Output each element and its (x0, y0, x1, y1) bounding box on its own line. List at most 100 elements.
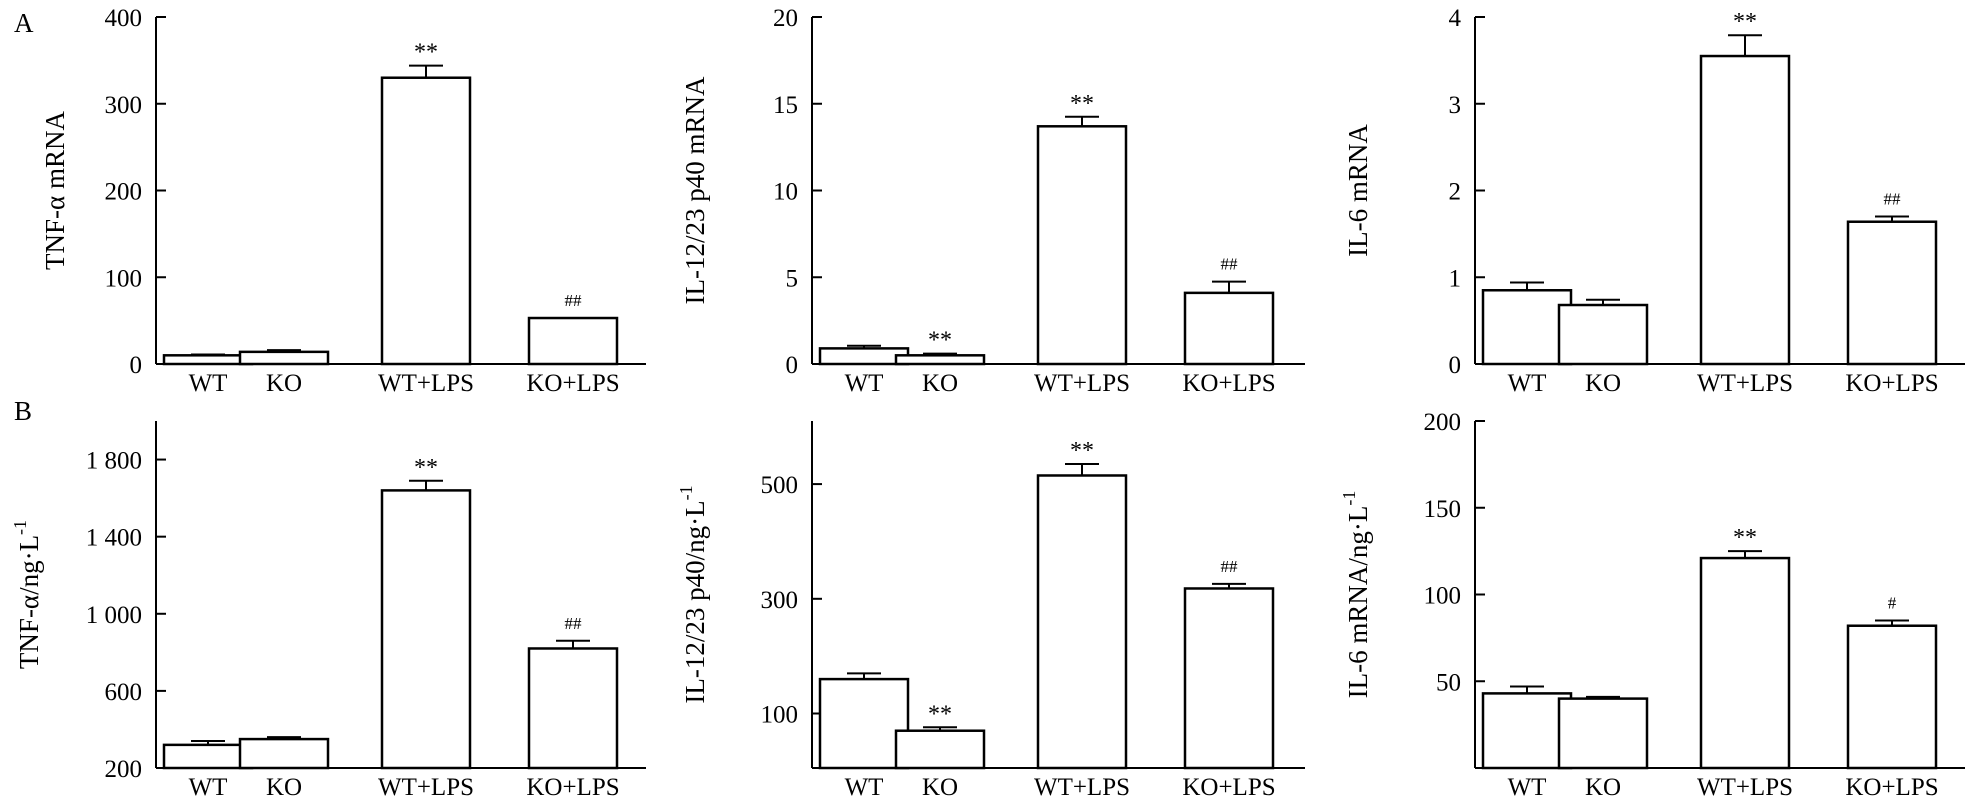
y-tick-label: 1 000 (86, 602, 142, 629)
significance-label: ** (414, 40, 438, 66)
chart-5: 100 300 500 IL-12/23 p40/ng·L-1 WT ** KO ** WT+L… (676, 421, 1305, 798)
bar-wt-lps (1036, 125, 1128, 366)
y-tick-label: 1 800 (86, 448, 142, 475)
significance-label: ** (928, 701, 952, 727)
x-tick-label: KO (922, 370, 958, 397)
y-tick-label: 3 (1449, 92, 1462, 119)
x-tick-label: WT+LPS (1697, 774, 1793, 798)
bar-ko (238, 737, 330, 770)
bar-wt (1481, 692, 1573, 770)
x-tick-label: WT+LPS (1034, 774, 1130, 798)
y-tick-label: 100 (1424, 583, 1462, 610)
y-tick-label: 500 (761, 472, 799, 499)
x-tick-label: KO (922, 774, 958, 798)
x-tick-label: KO (1585, 774, 1621, 798)
significance-label: ** (928, 328, 952, 354)
x-tick-label: WT (845, 774, 884, 798)
significance-label: ## (1884, 190, 1902, 209)
x-tick-label: WT+LPS (1034, 370, 1130, 397)
y-tick-label: 0 (130, 352, 143, 379)
y-tick-label: 200 (105, 756, 143, 783)
x-tick-label: KO (266, 370, 302, 397)
chart-6: 50 100 150 200 IL-6 mRNA/ng·L-1 WT KO ** WT+LPS #… (1339, 409, 1965, 798)
y-tick-label: 15 (773, 92, 798, 119)
y-tick-label: 100 (761, 702, 799, 729)
y-tick-label: 150 (1424, 496, 1462, 523)
y-tick-label: 0 (786, 352, 799, 379)
y-tick-label: 100 (105, 265, 143, 292)
x-tick-label: WT (189, 370, 228, 397)
y-axis-title: IL-12/23 p40/ng·L-1 (676, 485, 710, 703)
x-tick-label: KO (266, 774, 302, 798)
y-tick-label: 300 (761, 587, 799, 614)
bar-ko-lps (1183, 291, 1275, 366)
bar-ko (1557, 697, 1649, 770)
bar-ko-lps (527, 316, 619, 366)
significance-label: ** (1733, 9, 1757, 35)
bar-ko (1557, 303, 1649, 366)
bar-ko (894, 729, 986, 770)
bar-wt-lps (380, 76, 472, 366)
y-tick-label: 20 (773, 5, 798, 32)
significance-label: ** (1070, 438, 1094, 464)
y-tick-label: 4 (1449, 5, 1462, 32)
bar-wt-lps (1699, 556, 1791, 770)
chart-3: 0 1 2 3 4 IL-6 mRNA WT KO ** WT+LPS ## KO+LPS (1343, 5, 1965, 397)
significance-label: ** (1070, 91, 1094, 117)
bar-ko (238, 350, 330, 366)
bar-wt-lps (380, 489, 472, 770)
x-tick-label: KO+LPS (1845, 774, 1938, 798)
panel-label-b: B (14, 396, 32, 426)
bar-wt-lps (1036, 474, 1128, 770)
x-tick-label: KO+LPS (1182, 370, 1275, 397)
chart-2: 0 5 10 15 20 IL-12/23 p40 mRNA WT ** KO ** WT+LPS #… (680, 5, 1305, 397)
x-tick-label: WT+LPS (378, 370, 474, 397)
y-axis-title: TNF-α/ng·L-1 (10, 520, 44, 669)
x-tick-label: KO+LPS (526, 370, 619, 397)
y-tick-label: 1 (1449, 265, 1462, 292)
bar-ko-lps (1846, 220, 1938, 366)
significance-label: # (1888, 594, 1897, 613)
y-tick-label: 300 (105, 92, 143, 119)
y-axis-title: IL-6 mRNA/ng·L-1 (1339, 491, 1373, 699)
y-axis-title: IL-6 mRNA (1343, 124, 1373, 257)
x-tick-label: WT (845, 370, 884, 397)
significance-label: ## (1221, 557, 1239, 576)
y-tick-label: 50 (1436, 669, 1461, 696)
x-tick-label: WT (1508, 774, 1547, 798)
y-tick-label: 200 (105, 179, 143, 206)
x-tick-label: KO+LPS (1845, 370, 1938, 397)
y-tick-label: 200 (1424, 409, 1462, 436)
significance-label: ## (1221, 255, 1239, 274)
panel-label-a: A (14, 8, 34, 38)
significance-label: ## (565, 291, 583, 310)
bar-wt (818, 677, 910, 770)
x-tick-label: KO+LPS (526, 774, 619, 798)
x-tick-label: KO+LPS (1182, 774, 1275, 798)
chart-4: 200 600 1 000 1 400 1 800 TNF-α/ng·L-1 WT KO ** W… (10, 421, 646, 798)
bar-wt-lps (1699, 54, 1791, 366)
y-tick-label: 5 (786, 265, 799, 292)
y-axis-title: IL-12/23 p40 mRNA (680, 76, 710, 304)
y-tick-label: 0 (1449, 352, 1462, 379)
significance-label: ** (414, 455, 438, 481)
significance-label: ** (1733, 525, 1757, 551)
y-tick-label: 10 (773, 179, 798, 206)
y-axis-title: TNF-α mRNA (40, 111, 70, 270)
bar-ko-lps (1183, 587, 1275, 770)
x-tick-label: WT (1508, 370, 1547, 397)
y-tick-label: 400 (105, 5, 143, 32)
x-tick-label: WT (189, 774, 228, 798)
bar-ko (894, 354, 986, 366)
x-tick-label: WT+LPS (1697, 370, 1793, 397)
y-tick-label: 600 (105, 679, 143, 706)
bar-ko-lps (1846, 624, 1938, 770)
chart-1: 0 100 200 300 400 TNF-α mRNA WT KO ** WT+LPS ## KO+… (40, 5, 646, 397)
y-tick-label: 1 400 (86, 525, 142, 552)
significance-label: ## (565, 614, 583, 633)
x-tick-label: WT+LPS (378, 774, 474, 798)
y-tick-label: 2 (1449, 179, 1462, 206)
bar-wt (1481, 289, 1573, 366)
